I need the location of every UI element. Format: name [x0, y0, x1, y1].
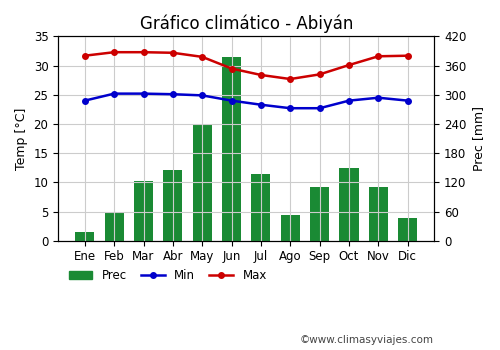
Bar	[192, 125, 212, 241]
Bar	[369, 187, 388, 241]
Bar	[310, 187, 329, 241]
Text: ©www.climasyviajes.com: ©www.climasyviajes.com	[300, 335, 434, 345]
Bar	[104, 212, 124, 241]
Bar	[76, 232, 94, 241]
Bar	[252, 174, 270, 241]
Bar	[134, 181, 153, 241]
Bar	[398, 218, 417, 241]
Title: Gráfico climático - Abiyán: Gráfico climático - Abiyán	[140, 15, 353, 34]
Y-axis label: Prec [mm]: Prec [mm]	[472, 106, 485, 171]
Bar	[340, 168, 358, 241]
Bar	[280, 215, 300, 241]
Y-axis label: Temp [°C]: Temp [°C]	[15, 107, 28, 170]
Bar	[164, 170, 182, 241]
Bar	[222, 57, 241, 241]
Legend: Prec, Min, Max: Prec, Min, Max	[64, 264, 272, 287]
